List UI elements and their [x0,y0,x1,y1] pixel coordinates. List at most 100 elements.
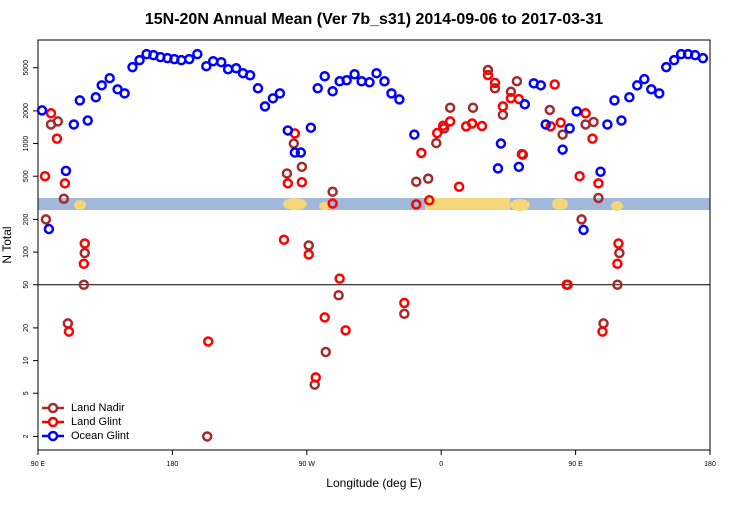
point [51,133,63,144]
point [78,258,90,270]
point [555,117,566,128]
point [624,92,635,103]
point [489,83,501,94]
y-tick-label: 20 [23,324,30,332]
point [557,129,568,140]
point [497,101,509,112]
point [371,67,382,79]
y-tick-label: 500 [23,170,30,182]
point [58,193,70,204]
legend-marker [47,402,59,414]
point [59,178,71,189]
point [244,70,256,81]
point [289,147,301,158]
point [511,76,523,87]
point [333,290,344,301]
point [82,115,93,126]
y-tick-label: 2 [23,434,30,438]
point [379,76,390,87]
point [305,122,317,133]
point [45,108,57,119]
point [482,64,494,76]
point [476,120,488,132]
point [207,55,219,67]
point [119,88,130,99]
point [319,312,330,323]
point [267,93,279,104]
point [578,224,589,236]
point [79,247,90,259]
point [574,170,585,182]
point [104,72,115,84]
x-tick-label: 180 [704,461,716,468]
point [303,240,314,251]
point [278,234,290,245]
point [646,84,657,95]
point [431,137,442,149]
point [60,165,72,177]
point [431,127,443,139]
point [444,102,456,113]
x-tick-label: 180 [167,461,179,468]
point [74,95,86,106]
point [411,176,422,187]
point [281,168,293,179]
point [310,372,322,383]
x-tick-label: 0 [439,461,443,468]
point [96,80,108,91]
point [497,109,509,121]
y-tick-label: 50 [23,281,30,289]
point [202,336,214,347]
point [453,181,465,192]
point [437,120,449,131]
point [274,88,286,99]
point [127,61,138,73]
point [561,279,572,290]
point [422,173,434,184]
point [319,71,330,82]
point [230,63,242,74]
point [668,54,680,66]
point [340,325,351,336]
point [43,223,55,235]
chart-title: 15N-20N Annual Mean (Ver 7b_s31) 2014-09… [145,11,603,28]
point [571,106,582,117]
point [576,214,587,225]
point [40,214,52,225]
legend-marker [47,416,59,428]
point [349,69,360,80]
point [580,108,591,119]
plot-frame [37,39,711,451]
point [593,178,604,189]
point [597,326,608,337]
point [513,161,525,173]
point [540,119,551,130]
point [612,279,623,290]
point [519,99,531,110]
point [201,431,213,442]
x-tick-label: 90 E [568,461,583,468]
point [327,198,338,209]
point [364,77,375,88]
point [399,308,410,320]
point [595,166,606,177]
point [489,77,501,89]
point [78,279,90,290]
point [416,147,427,159]
y-tick-label: 10 [23,357,30,365]
point [545,121,556,132]
point [52,116,64,127]
legend-label: Ocean Glint [71,430,129,442]
point [598,318,609,329]
point [612,258,623,270]
point [614,247,625,259]
point [312,83,323,94]
point [192,48,203,60]
point [320,346,332,358]
point [288,138,300,149]
point [613,238,624,249]
point [282,125,294,136]
point [215,56,227,68]
point [632,80,643,91]
point [513,93,525,105]
